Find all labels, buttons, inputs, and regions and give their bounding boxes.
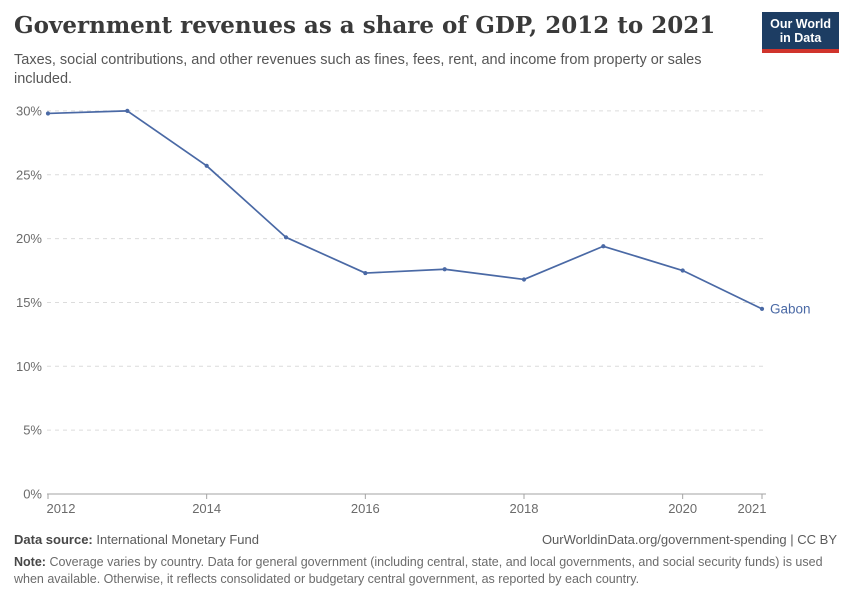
- footnote-value: Coverage varies by country. Data for gen…: [14, 555, 823, 586]
- series-line-gabon[interactable]: [47, 110, 763, 310]
- footer-source-row: Data source: International Monetary Fund…: [14, 532, 837, 547]
- y-tick-label: 30%: [16, 103, 42, 118]
- y-tick-label: 10%: [16, 359, 42, 374]
- logo-line1: Our World: [770, 17, 831, 31]
- credit-link[interactable]: OurWorldinData.org/government-spending |…: [541, 532, 837, 547]
- chart-title: Government revenues as a share of GDP, 2…: [14, 12, 716, 39]
- x-tick-label: 2018: [510, 501, 539, 516]
- footnote-label: Note:: [14, 555, 46, 569]
- data-point[interactable]: [521, 277, 527, 282]
- x-tick-label: 2020: [668, 501, 697, 516]
- y-tick-label: 5%: [23, 423, 42, 438]
- y-tick-label: 25%: [16, 167, 42, 182]
- data-source: Data source: International Monetary Fund: [14, 532, 259, 547]
- x-tick-label: 2016: [351, 501, 380, 516]
- chart-subtitle: Taxes, social contributions, and other r…: [14, 52, 702, 88]
- series-end-label[interactable]: Gabon: [770, 301, 811, 316]
- line-chart-plot[interactable]: 0% 5% 10% 15% 20% 25% 30% 2012 2014 2016 2018 2020 2…: [0, 90, 850, 530]
- data-point[interactable]: [125, 108, 130, 113]
- data-point[interactable]: [759, 306, 765, 311]
- y-tick-label: 0%: [23, 487, 42, 502]
- data-point[interactable]: [283, 235, 289, 240]
- x-tick-label: 2021: [738, 501, 767, 516]
- data-point[interactable]: [45, 111, 51, 116]
- data-point[interactable]: [601, 244, 606, 249]
- footnote: Note: Coverage varies by country. Data f…: [14, 554, 837, 587]
- data-source-label: Data source:: [14, 532, 93, 547]
- data-source-value: International Monetary Fund: [96, 532, 259, 547]
- logo-line2: in Data: [779, 31, 822, 46]
- data-point[interactable]: [363, 270, 368, 276]
- data-point[interactable]: [680, 268, 685, 273]
- y-tick-label: 15%: [16, 295, 42, 310]
- data-point[interactable]: [204, 163, 209, 168]
- owid-logo[interactable]: Our World in Data: [762, 12, 839, 53]
- x-tick-label: 2012: [47, 501, 76, 516]
- x-tick-label: 2014: [192, 501, 221, 516]
- y-tick-label: 20%: [16, 231, 42, 246]
- data-point[interactable]: [442, 267, 447, 272]
